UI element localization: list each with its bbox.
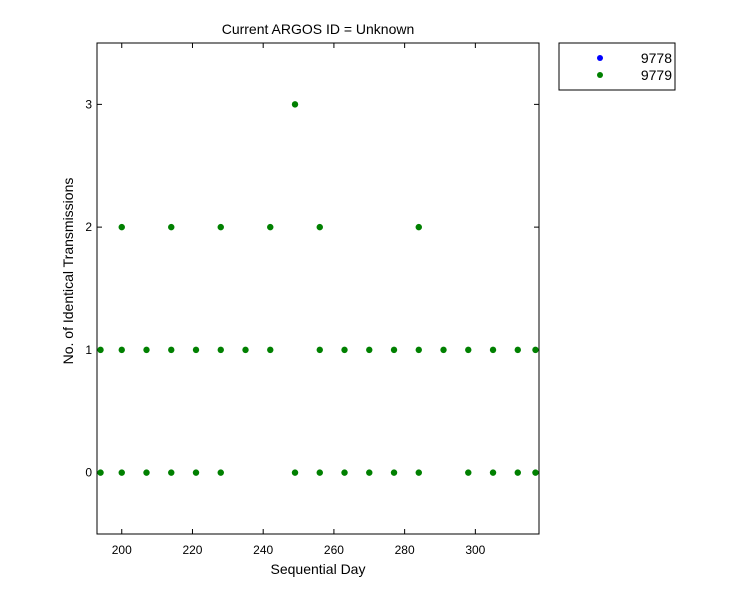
data-point — [489, 346, 497, 354]
data-point — [532, 346, 539, 354]
legend-marker — [597, 72, 603, 78]
data-point — [97, 346, 104, 354]
x-axis: 200 220 240 260 280 300 — [112, 43, 486, 557]
data-point — [291, 101, 299, 108]
data-point — [316, 469, 323, 476]
data-point — [118, 469, 125, 476]
data-point — [168, 469, 175, 476]
legend-marker — [597, 55, 603, 61]
plot-frame — [96, 42, 540, 535]
x-tick-label: 300 — [465, 543, 485, 557]
data-point — [267, 346, 274, 354]
data-point — [168, 346, 175, 354]
data-point — [143, 346, 150, 354]
legend-box — [558, 42, 676, 91]
x-tick-label: 220 — [182, 543, 202, 557]
y-tick-label: 0 — [85, 466, 92, 480]
x-tick-label: 280 — [395, 543, 415, 557]
data-point — [415, 223, 422, 231]
x-tick-label: 240 — [253, 543, 273, 557]
data-point — [168, 223, 175, 231]
data-point — [415, 346, 422, 354]
data-point — [118, 223, 125, 231]
data-point — [291, 469, 299, 476]
data-point — [532, 469, 539, 476]
legend-label: 9778 — [641, 50, 672, 66]
data-point — [267, 223, 274, 231]
data-point — [366, 346, 373, 354]
y-tick-label: 2 — [85, 220, 92, 234]
data-points — [97, 101, 539, 476]
data-point — [192, 346, 200, 354]
data-point — [143, 469, 150, 476]
x-axis-label: Sequential Day — [271, 561, 366, 577]
data-point — [217, 223, 224, 231]
data-point — [217, 469, 224, 476]
data-point — [217, 346, 224, 354]
x-tick-label: 200 — [112, 543, 132, 557]
data-point — [489, 469, 497, 476]
data-point — [390, 346, 398, 354]
data-point — [514, 346, 521, 354]
data-point — [415, 469, 422, 476]
y-axis-label: No. of Identical Transmissions — [60, 178, 76, 365]
data-point — [465, 469, 472, 476]
legend-label: 9779 — [641, 67, 672, 83]
data-point — [97, 469, 104, 476]
chart-title: Current ARGOS ID = Unknown — [222, 21, 415, 37]
data-point — [390, 469, 398, 476]
data-point — [192, 469, 200, 476]
x-tick-label: 260 — [324, 543, 344, 557]
data-point — [118, 346, 125, 354]
data-point — [341, 346, 348, 354]
data-point — [440, 346, 447, 354]
data-point — [341, 469, 348, 476]
data-point — [316, 223, 323, 231]
y-tick-label: 1 — [85, 343, 92, 357]
data-point — [366, 469, 373, 476]
y-tick-label: 3 — [85, 97, 92, 111]
data-point — [514, 469, 521, 476]
data-point — [242, 346, 249, 354]
data-point — [316, 346, 323, 354]
data-point — [465, 346, 472, 354]
